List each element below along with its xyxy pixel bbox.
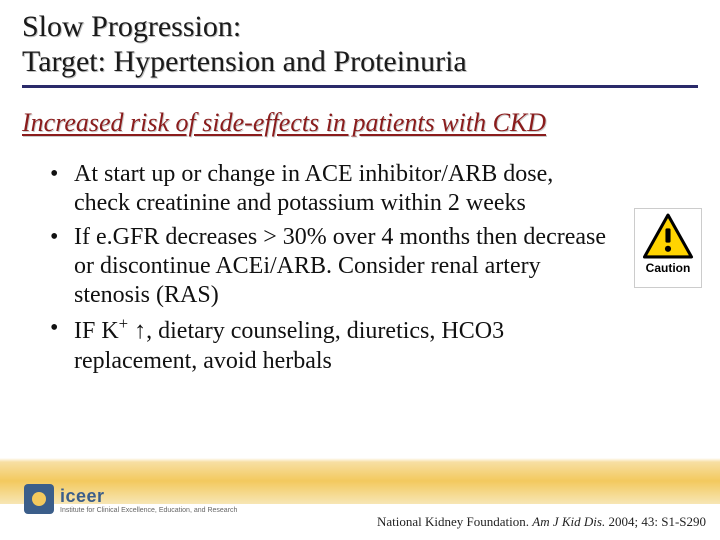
bullet-list: At start up or change in ACE inhibitor/A… <box>50 160 610 380</box>
bullet-text: At start up or change in ACE inhibitor/A… <box>74 161 553 216</box>
warning-triangle-icon <box>642 213 694 259</box>
title-line-2: Target: Hypertension and Proteinuria <box>22 45 698 80</box>
logo-name: iceer <box>60 487 237 505</box>
bullet-item: If e.GFR decreases > 30% over 4 months t… <box>50 223 610 311</box>
bullet-item: At start up or change in ACE inhibitor/A… <box>50 160 610 219</box>
citation-suffix: 2004; 43: S1-S290 <box>605 514 706 529</box>
slide: Slow Progression: Target: Hypertension a… <box>0 0 720 540</box>
citation-prefix: National Kidney Foundation. <box>377 514 532 529</box>
bullet-text: IF K+ ↑, dietary counseling, diuretics, … <box>74 318 504 373</box>
citation: National Kidney Foundation. Am J Kid Dis… <box>377 514 706 530</box>
logo-subtext: Institute for Clinical Excellence, Educa… <box>60 507 237 514</box>
subheading: Increased risk of side-effects in patien… <box>22 108 698 138</box>
logo: iceer Institute for Clinical Excellence,… <box>24 484 237 514</box>
bullet-text: If e.GFR decreases > 30% over 4 months t… <box>74 224 606 309</box>
title-line-1: Slow Progression: <box>22 10 698 45</box>
bullet-item: IF K+ ↑, dietary counseling, diuretics, … <box>50 314 610 376</box>
logo-mark-icon <box>24 484 54 514</box>
caution-sign: Caution <box>634 208 702 288</box>
citation-journal: Am J Kid Dis. <box>532 514 605 529</box>
title-block: Slow Progression: Target: Hypertension a… <box>22 10 698 88</box>
logo-text: iceer Institute for Clinical Excellence,… <box>60 487 237 514</box>
caution-label: Caution <box>646 261 691 275</box>
